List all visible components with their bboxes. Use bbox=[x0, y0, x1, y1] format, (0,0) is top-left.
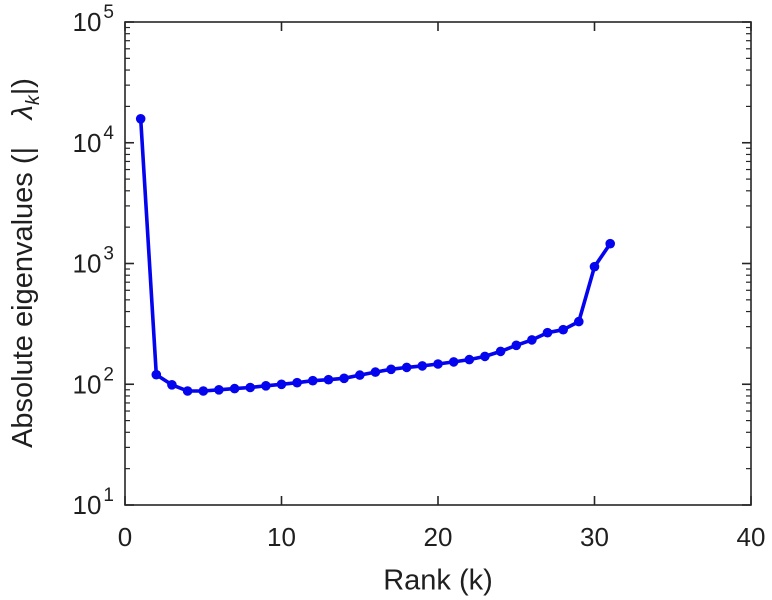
y-tick-label: 10 4 bbox=[73, 123, 115, 158]
data-point bbox=[245, 382, 255, 393]
data-point bbox=[198, 386, 209, 396]
x-tick-label: 40 bbox=[737, 522, 766, 552]
data-point bbox=[589, 261, 600, 272]
x-tick-label: 10 bbox=[267, 522, 296, 552]
data-point bbox=[355, 370, 365, 380]
data-point bbox=[229, 383, 240, 394]
y-axis-label: Absolute eigenvalues (| λk|) bbox=[7, 78, 45, 448]
data-point bbox=[323, 374, 334, 385]
x-major-ticks bbox=[124, 22, 752, 505]
data-point bbox=[542, 327, 553, 338]
data-point bbox=[433, 359, 443, 369]
data-point bbox=[386, 364, 396, 375]
data-point bbox=[558, 324, 568, 335]
data-point bbox=[401, 362, 412, 373]
y-tick-label: 10 5 bbox=[73, 2, 115, 37]
y-tick-label: 10 2 bbox=[73, 364, 115, 399]
data-point bbox=[167, 380, 177, 390]
x-axis-label: Rank (k) bbox=[383, 564, 493, 597]
data-series bbox=[135, 114, 615, 396]
data-point bbox=[308, 375, 318, 386]
y-minor-ticks bbox=[125, 26, 751, 470]
y-tick-label: 10 1 bbox=[73, 485, 115, 520]
x-tick-label: 20 bbox=[424, 522, 453, 552]
data-point bbox=[151, 369, 162, 380]
data-point bbox=[292, 377, 302, 388]
data-point bbox=[574, 316, 584, 327]
x-tick-label: 30 bbox=[580, 522, 609, 552]
x-tick-label: 0 bbox=[118, 522, 132, 552]
data-point bbox=[464, 354, 475, 365]
data-point bbox=[448, 357, 459, 367]
data-point bbox=[339, 373, 349, 384]
data-point bbox=[417, 361, 428, 371]
lambda-subscript: k bbox=[21, 95, 44, 106]
data-point bbox=[605, 238, 615, 249]
lambda-symbol: λ bbox=[7, 105, 40, 120]
y-tick-label: 10 3 bbox=[73, 244, 115, 279]
data-point bbox=[214, 385, 224, 395]
data-point bbox=[182, 386, 193, 396]
y-axis-label-suffix: |) bbox=[7, 78, 40, 96]
x-tick-labels: 0 10 20 30 40 bbox=[118, 522, 766, 552]
plot-box-group bbox=[124, 21, 752, 506]
y-major-ticks bbox=[125, 21, 751, 506]
data-point bbox=[135, 114, 146, 124]
data-point bbox=[480, 351, 490, 362]
y-axis-label-prefix: Absolute eigenvalues (| bbox=[7, 146, 40, 448]
data-point bbox=[370, 367, 381, 377]
data-point bbox=[527, 335, 537, 345]
data-point bbox=[511, 340, 522, 351]
data-point bbox=[261, 381, 271, 391]
data-line bbox=[138, 117, 613, 393]
data-point bbox=[495, 346, 506, 357]
plot-box bbox=[124, 21, 752, 506]
data-point bbox=[276, 379, 287, 390]
